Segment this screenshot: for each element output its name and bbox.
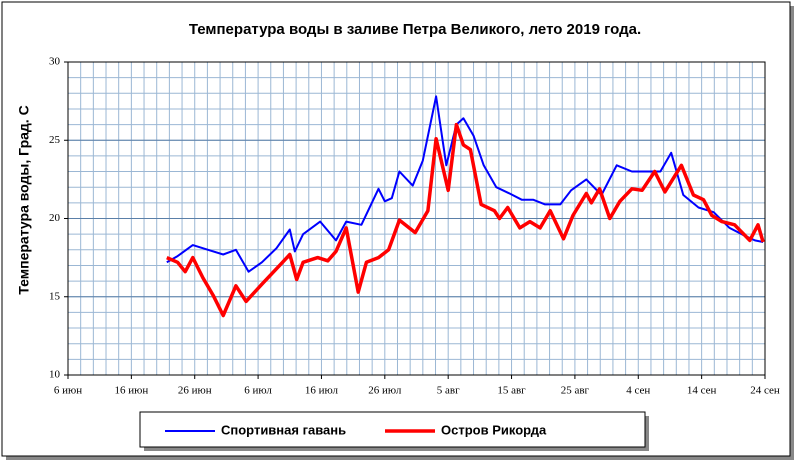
y-tick-label: 20 [49, 212, 61, 224]
series-line [166, 122, 765, 318]
x-tick-label: 6 июн [54, 385, 82, 397]
x-tick-label: 26 июн [178, 385, 212, 397]
x-tick-label: 16 июн [114, 385, 148, 397]
y-tick-label: 25 [49, 134, 61, 146]
y-tick-label: 15 [49, 290, 61, 302]
y-tick-label: 10 [49, 369, 61, 381]
plot-border [67, 61, 766, 376]
x-tick-label: 25 авг [561, 385, 590, 397]
legend-label: Спортивная гавань [221, 422, 346, 437]
x-tick-label: 16 июл [305, 385, 339, 397]
x-tick-label: 26 июл [368, 385, 402, 397]
x-tick-label: 15 авг [497, 385, 526, 397]
x-tick-label: 4 сен [626, 385, 650, 397]
x-tick-label: 24 сен [750, 385, 780, 397]
x-tick-label: 6 июл [244, 385, 272, 397]
y-tick-label: 30 [49, 56, 61, 68]
legend-label: Остров Рикорда [441, 422, 547, 437]
chart-title: Температура воды в заливе Петра Великого… [189, 21, 641, 38]
y-axis-label: Температура воды, Град. С [16, 105, 32, 294]
x-tick-label: 5 авг [437, 385, 460, 397]
x-tick-label: 14 сен [687, 385, 717, 397]
